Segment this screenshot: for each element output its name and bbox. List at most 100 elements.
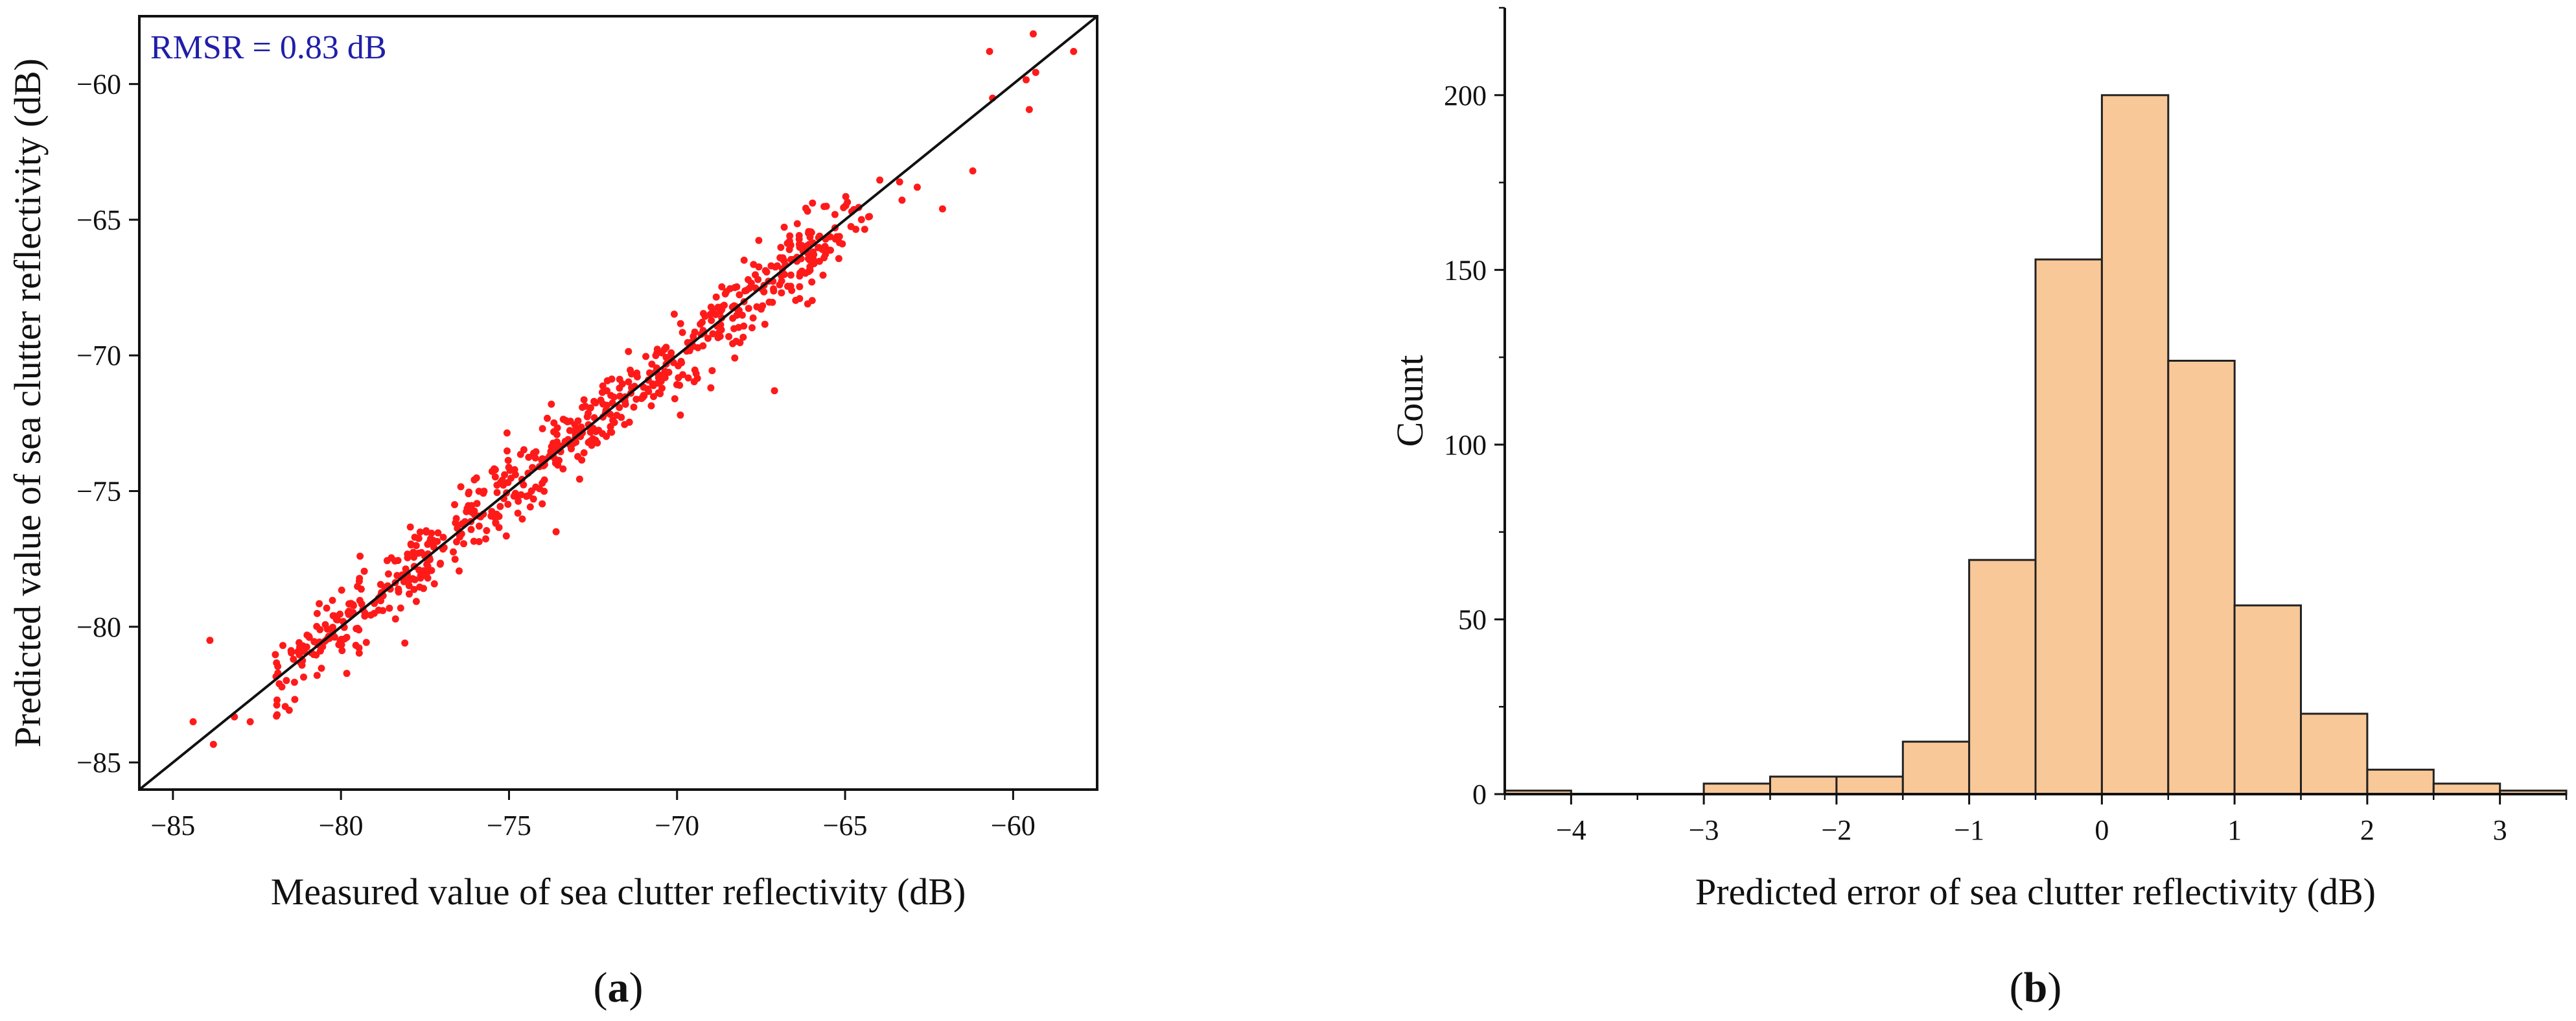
scatter-point [457,483,465,491]
x-tick-label: −80 [319,810,364,841]
y-tick-label: −60 [76,69,121,100]
scatter-point [840,204,848,211]
scatter-point [273,659,281,667]
scatter-point [355,650,363,657]
x-tick-label: 2 [2360,814,2374,846]
scatter-point [671,395,679,403]
scatter-point [613,412,621,419]
scatter-point [665,368,673,376]
scatter-point [300,674,307,681]
scatter-point [383,557,391,565]
scatter-point [482,535,489,543]
scatter-point [820,254,828,262]
scatter-point [735,323,743,331]
scatter-point [599,382,607,390]
histogram-y-axis: 0 50 100 150 200 [1444,6,1505,810]
scatter-point [684,374,692,382]
scatter-point [384,570,392,578]
histogram-x-axis: −4 −3 −2 −1 0 1 2 3 [1503,794,2568,846]
scatter-point [642,353,650,360]
identity-reference-line [138,15,1098,791]
scatter-point [752,271,759,279]
scatter-point [785,246,793,253]
scatter-point [492,519,500,526]
scatter-point [540,487,548,495]
scatter-point [437,559,445,567]
scatter-point [778,289,785,297]
scatter-point [503,429,511,437]
histogram-x-axis-title: Predicted error of sea clutter reflectiv… [1695,871,2376,913]
scatter-point [371,609,378,617]
scatter-point [807,229,815,237]
x-tick-label: −70 [655,810,699,841]
scatter-point [246,718,254,725]
scatter-point [898,196,906,204]
scatter-point [273,711,281,719]
scatter-point [377,597,384,605]
scatter-point [316,626,324,633]
scatter-point [701,312,709,320]
scatter-point [525,491,533,499]
scatter-point [559,465,567,473]
scatter-point [1025,106,1033,113]
scatter-point [640,392,647,400]
scatter-y-axis: −85 −80 −75 −70 −65 −60 [76,69,139,779]
scatter-point [279,642,286,650]
scatter-point [472,474,480,482]
scatter-point [745,305,752,312]
scatter-point [821,242,829,250]
scatter-point [209,740,217,748]
scatter-point [456,567,463,575]
scatter-point [551,459,559,467]
scatter-point [771,387,778,395]
scatter-point [354,583,362,591]
scatter-point [291,696,299,703]
scatter-panel: −85 −80 −75 −70 −65 −60 −85 −80 −75 −70 −65 −60 RM… [6,15,1098,1011]
scatter-point [467,526,475,534]
scatter-point [673,381,680,388]
scatter-point [986,47,993,55]
scatter-point [520,481,528,489]
scatter-point [404,550,412,558]
scatter-point [316,600,323,607]
scatter-point [779,254,787,262]
scatter-point [451,501,458,508]
scatter-point [318,664,325,672]
scatter-point [336,610,343,618]
scatter-point [767,262,775,270]
scatter-point [770,287,778,295]
scatter-point [391,615,399,623]
x-tick-label: −75 [487,810,531,841]
scatter-point [1029,30,1037,38]
scatter-point [781,270,788,278]
scatter-point [896,178,903,186]
scatter-point [338,647,346,655]
scatter-point [566,427,574,434]
scatter-point [776,281,783,288]
scatter-point [609,416,617,424]
scatter-point [526,503,534,511]
y-tick-label: 100 [1444,429,1487,461]
scatter-point [712,293,720,301]
scatter-point [581,403,589,410]
scatter-point [787,271,795,279]
scatter-point [206,637,214,644]
scatter-point [660,346,668,353]
scatter-point [353,625,360,633]
scatter-point [677,320,684,327]
scatter-point [864,213,872,220]
scatter-point [690,333,697,340]
scatter-point [819,272,827,279]
scatter-point [826,233,834,241]
scatter-point [625,378,632,386]
scatter-point [592,436,599,444]
scatter-point [625,347,632,355]
panel-label-b: (b) [2010,964,2062,1011]
scatter-point [501,471,509,478]
scatter-point [747,279,755,287]
histogram-bar [2233,604,2303,795]
scatter-point [603,432,610,440]
scatter-point [755,237,763,244]
scatter-point [360,567,368,575]
scatter-point [290,655,297,663]
